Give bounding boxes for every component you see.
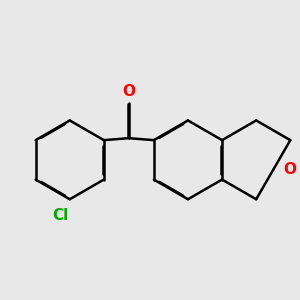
Text: O: O bbox=[283, 162, 296, 177]
Text: O: O bbox=[122, 84, 135, 99]
Text: Cl: Cl bbox=[52, 208, 68, 223]
